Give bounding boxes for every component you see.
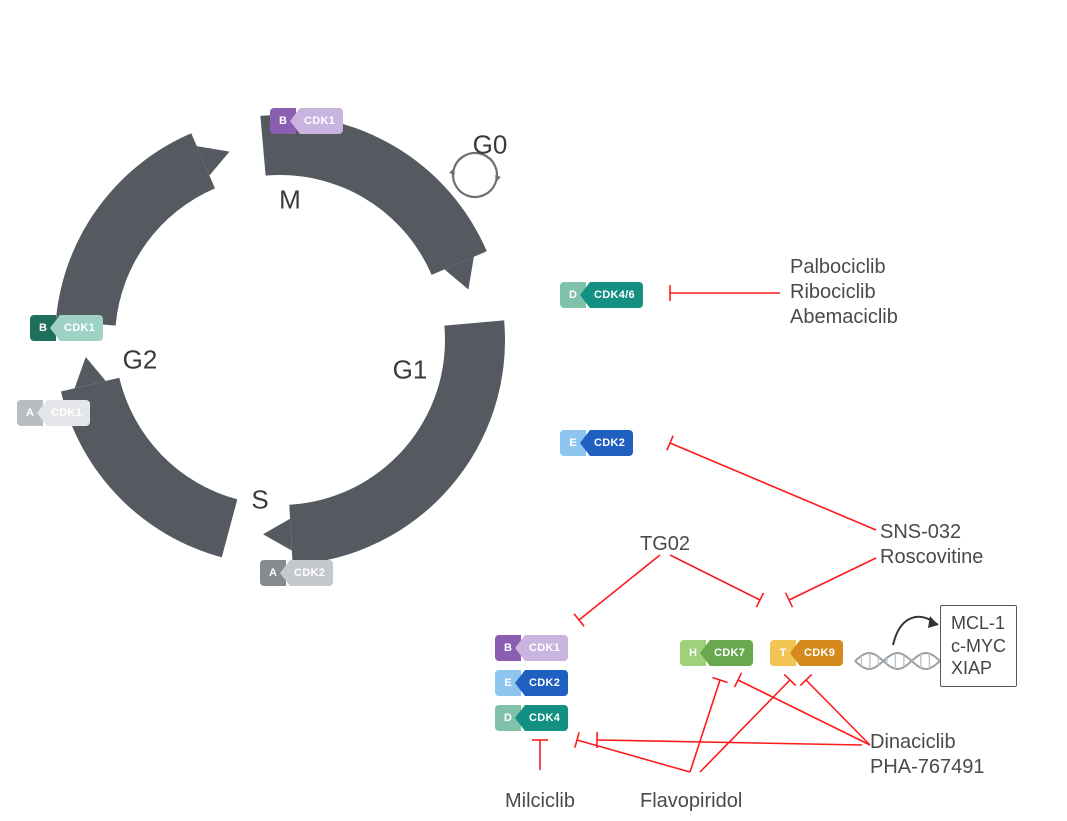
phase-label-s: S — [251, 485, 268, 516]
pair-h-cdk7: HCDK7 — [680, 640, 753, 666]
cdk-label: CDK4 — [515, 705, 568, 731]
phase-label-g2: G2 — [123, 345, 158, 376]
cdk-label: CDK1 — [50, 315, 103, 341]
cdk-label: CDK9 — [790, 640, 843, 666]
pair-g2-b-cdk1: BCDK1 — [30, 315, 103, 341]
drug-list-dinaciclib-pha: Dinaciclib PHA-767491 — [870, 730, 985, 780]
inhibitor-line-3 — [579, 555, 660, 620]
pair-stack-b-cdk1: BCDK1 — [495, 635, 568, 661]
pair-stack-d-cdk4: DCDK4 — [495, 705, 568, 731]
phase-label-g0: G0 — [473, 130, 508, 161]
inhibitor-line-7 — [690, 680, 720, 772]
cdk-label: CDK2 — [515, 670, 568, 696]
drug-list-sns032-roscovitine: SNS-032 Roscovitine — [880, 520, 983, 570]
inhibitor-line-6 — [577, 740, 690, 772]
cdk-label: CDK1 — [290, 108, 343, 134]
pair-g2-a-cdk1: ACDK1 — [17, 400, 90, 426]
inhibitor-lines — [532, 285, 876, 772]
pair-g1-e-cdk2: ECDK2 — [560, 430, 633, 456]
cdk-label: CDK2 — [280, 560, 333, 586]
ring-arrowhead-g1 — [263, 519, 292, 551]
cell-cycle-ring — [56, 115, 505, 565]
pair-g1-d-cdk46: DCDK4/6 — [560, 282, 643, 308]
drug-list-cdk46: Palbociclib Ribociclib Abemaciclib — [790, 255, 898, 330]
pair-m-b-cdk1: BCDK1 — [270, 108, 343, 134]
inhibitor-line-9 — [806, 680, 870, 745]
ring-arc-g2 — [56, 133, 215, 325]
cdk-label: CDK1 — [37, 400, 90, 426]
drug-milciclib: Milciclib — [505, 790, 575, 813]
cdk-label: CDK1 — [515, 635, 568, 661]
transcription-targets-box: MCL-1 c-MYC XIAP — [940, 605, 1017, 687]
dna-icon — [855, 653, 940, 669]
cdk-label: CDK4/6 — [580, 282, 643, 308]
inhibitor-line-1 — [670, 443, 876, 530]
diagram-svg — [0, 0, 1067, 821]
cdk-label: CDK7 — [700, 640, 753, 666]
phase-label-g1: G1 — [393, 355, 428, 386]
phase-label-m: M — [279, 185, 301, 216]
pair-s-a-cdk2: ACDK2 — [260, 560, 333, 586]
pair-stack-e-cdk2: ECDK2 — [495, 670, 568, 696]
diagram-stage: { "canvas": { "width": 1067, "height": 8… — [0, 0, 1067, 821]
drug-tg02: TG02 — [640, 533, 690, 556]
pair-t-cdk9: TCDK9 — [770, 640, 843, 666]
inhibitor-line-8 — [700, 680, 790, 772]
cdk-label: CDK2 — [580, 430, 633, 456]
inhibitor-line-2 — [789, 558, 876, 600]
drug-flavopiridol: Flavopiridol — [640, 790, 742, 813]
inhibitor-line-4 — [670, 555, 760, 600]
transcription-arrow — [893, 616, 938, 645]
